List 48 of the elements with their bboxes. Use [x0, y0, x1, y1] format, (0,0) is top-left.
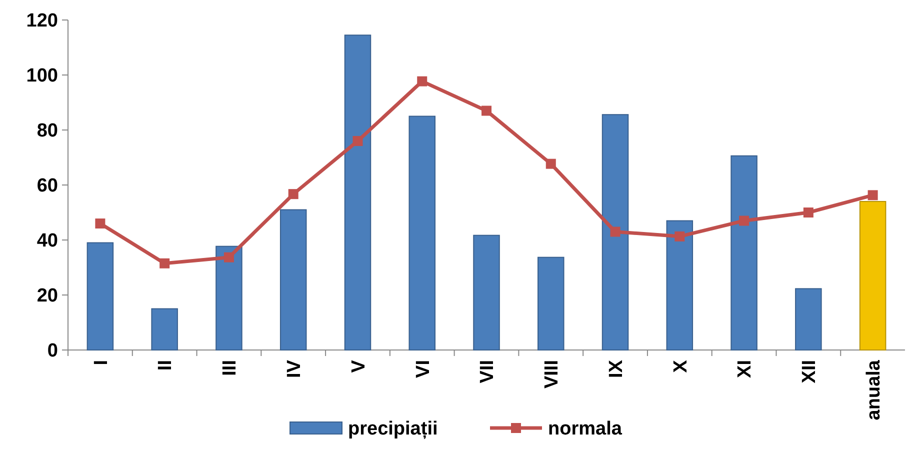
legend-label: precipiații [348, 418, 438, 440]
y-tick-label: 60 [36, 176, 58, 197]
x-tick-label: X [670, 360, 692, 373]
point [546, 158, 556, 169]
point [803, 208, 814, 218]
x-tick-label: III [220, 360, 241, 376]
x-tick-label: IV [284, 360, 305, 378]
bar [730, 155, 758, 350]
bar [216, 246, 242, 350]
point [160, 258, 170, 268]
y-tick-label: 120 [26, 10, 58, 32]
point [352, 136, 363, 146]
x-tick-label: VII [477, 360, 498, 384]
x-tick-label: II [155, 360, 176, 371]
y-tick-label: 20 [36, 286, 58, 307]
bar [473, 234, 500, 350]
bar [408, 116, 436, 350]
x-tick-label: V [348, 360, 370, 373]
x-tick-label: VIII [542, 360, 563, 389]
point [482, 106, 492, 116]
point [95, 218, 106, 228]
bar [795, 288, 822, 350]
y-tick-label: 40 [36, 230, 58, 252]
x-tick-label: XI [734, 360, 756, 378]
y-tick-label: 80 [36, 120, 58, 142]
bar [151, 308, 178, 350]
bar [859, 201, 886, 350]
x-tick-label: XII [799, 360, 820, 384]
point [288, 189, 298, 200]
point [674, 231, 685, 242]
x-tick-label: I [90, 360, 112, 366]
y-tick-label: 100 [26, 66, 58, 87]
point [610, 226, 620, 237]
x-tick-label: anuala [863, 360, 884, 420]
point [417, 76, 428, 86]
bar [602, 114, 629, 350]
bar [666, 220, 694, 350]
x-tick-label: VI [412, 360, 434, 378]
point [868, 190, 878, 200]
legend-label: normala [548, 418, 622, 440]
point [224, 252, 234, 262]
bar [86, 242, 114, 350]
point [739, 216, 750, 226]
bar [344, 34, 372, 350]
bar [538, 256, 564, 350]
y-tick-label: 0 [47, 340, 58, 362]
x-tick-label: IX [606, 360, 627, 378]
bar [280, 209, 307, 350]
